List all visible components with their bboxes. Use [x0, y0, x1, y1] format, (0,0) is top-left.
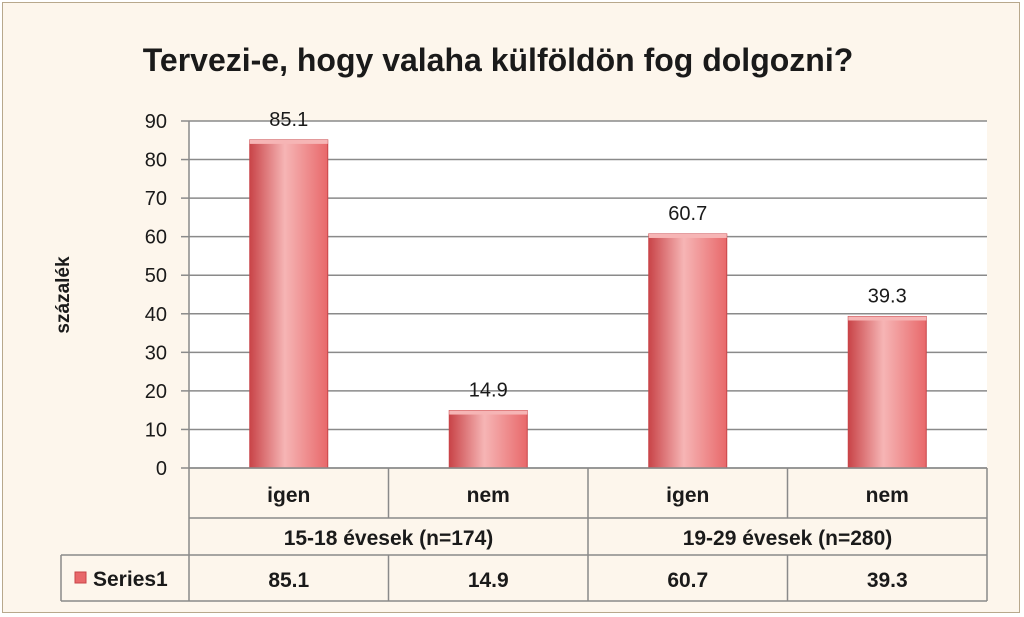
bar-chart: Tervezi-e, hogy valaha külföldön fog dol…: [53, 42, 988, 602]
y-tick-label: 90: [145, 111, 167, 133]
bar-top-highlight: [648, 233, 727, 238]
bar-top-highlight: [249, 139, 328, 144]
y-tick-label: 70: [145, 188, 167, 210]
legend-series-name: Series1: [93, 568, 168, 591]
y-tick-label: 10: [145, 419, 167, 441]
x-category-label: nem: [866, 484, 909, 507]
y-tick-label: 60: [145, 227, 167, 249]
chart-title: Tervezi-e, hogy valaha külföldön fog dol…: [143, 42, 854, 78]
y-tick-label: 30: [145, 342, 167, 364]
y-axis-label: százalék: [53, 256, 74, 334]
y-tick-label: 40: [145, 304, 167, 326]
y-tick-label: 80: [145, 150, 167, 172]
data-label: 39.3: [868, 285, 907, 307]
data-label: 85.1: [269, 109, 308, 131]
x-category-label: igen: [666, 484, 709, 507]
x-category-label: nem: [467, 484, 510, 507]
bars: [249, 139, 927, 469]
y-tick-label: 0: [156, 458, 167, 480]
legend-swatch: [74, 571, 87, 584]
data-labels: 85.1 14.9 60.7 39.3: [269, 109, 906, 402]
bar: [648, 233, 728, 469]
table-value: 39.3: [867, 569, 908, 592]
bar-top-highlight: [848, 316, 927, 321]
x-group-label: 15-18 évesek (n=174): [284, 527, 494, 550]
bar-top-highlight: [449, 410, 528, 415]
table-value: 60.7: [667, 569, 708, 592]
x-category-label: igen: [267, 484, 310, 507]
y-axis-ticks: 0 10 20 30 40 50 60 70 80 90: [145, 111, 190, 480]
bar: [249, 139, 329, 469]
data-label: 60.7: [668, 203, 707, 225]
y-tick-label: 50: [145, 265, 167, 287]
y-tick-label: 20: [145, 381, 167, 403]
x-group-label: 19-29 évesek (n=280): [683, 527, 893, 550]
bar: [847, 315, 927, 469]
data-label: 14.9: [469, 380, 508, 402]
table-value: 14.9: [468, 569, 509, 592]
data-table: igen nem igen nem 15-18 évesek (n=174) 19-29 …: [60, 467, 988, 602]
bar: [448, 410, 528, 469]
table-value: 85.1: [268, 569, 309, 592]
